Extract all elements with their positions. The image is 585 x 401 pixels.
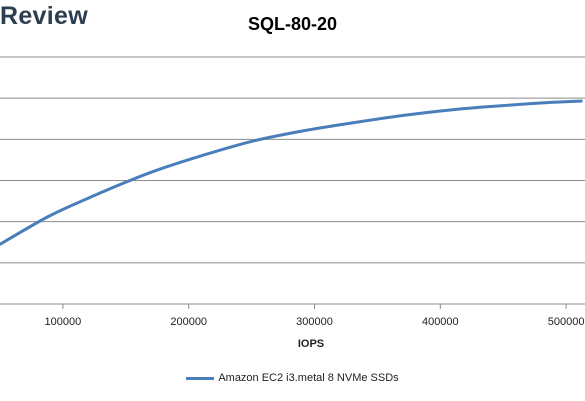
x-tick-labels: 100000 200000 300000 400000 500000: [45, 316, 585, 328]
legend: Amazon EC2 i3.metal 8 NVMe SSDs: [0, 372, 585, 384]
x-tick-label: 300000: [296, 316, 333, 328]
legend-label: Amazon EC2 i3.metal 8 NVMe SSDs: [218, 372, 399, 384]
x-axis-label: IOPS: [298, 338, 324, 350]
grid-lines: [0, 56, 585, 309]
x-tick-label: 200000: [170, 316, 207, 328]
chart-title: SQL-80-20: [247, 14, 338, 34]
x-tick-label: 500000: [548, 316, 585, 328]
brand-logo: Review: [0, 2, 88, 30]
x-tick-label: 400000: [422, 316, 459, 328]
x-tick-label: 100000: [45, 316, 82, 328]
series-lines: [0, 99, 583, 246]
series-line: [0, 99, 583, 246]
legend-swatch: [186, 376, 215, 380]
